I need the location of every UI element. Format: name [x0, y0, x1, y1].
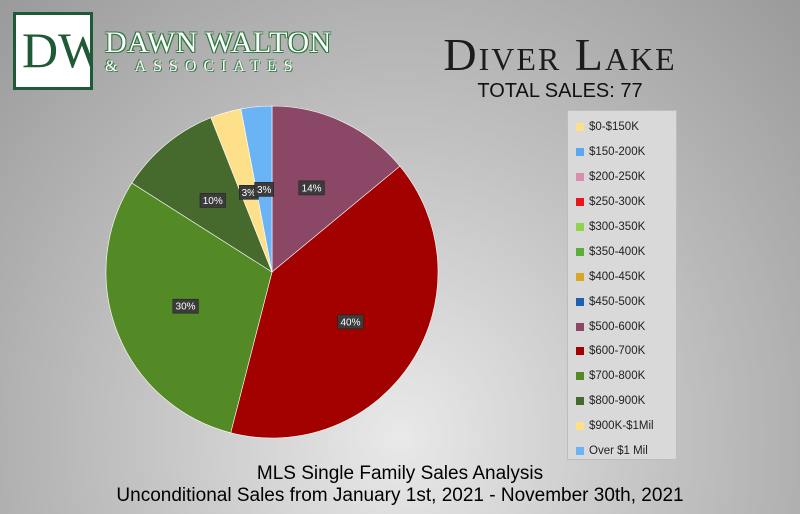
pie-data-label: 30% — [172, 298, 199, 314]
legend-item: $200-250K — [568, 165, 676, 190]
legend-label: $400-450K — [589, 270, 646, 283]
legend-item: $400-450K — [568, 264, 676, 289]
legend-label: $300-350K — [589, 221, 646, 233]
legend-label: $250-300K — [589, 196, 646, 209]
svg-text:3%: 3% — [257, 185, 272, 196]
svg-text:40%: 40% — [340, 317, 360, 328]
legend-item: $800-900K — [568, 389, 676, 414]
svg-text:14%: 14% — [302, 183, 322, 194]
brand-wordmark: DAWN WALTON & ASSOCIATES — [105, 26, 332, 76]
legend-swatch — [576, 347, 584, 356]
svg-text:3%: 3% — [242, 188, 257, 199]
pie-data-label: 3% — [254, 182, 274, 197]
legend-item: $900K-$1Mil — [568, 414, 676, 439]
legend-item: $600-700K — [568, 339, 676, 364]
legend-swatch — [576, 247, 584, 256]
legend-swatch — [576, 422, 584, 431]
legend-item: $150-200K — [568, 140, 676, 165]
legend-swatch — [576, 223, 584, 231]
legend-label: $200-250K — [589, 171, 646, 184]
legend-item: $450-500K — [568, 289, 676, 314]
legend-item: $0-$150K — [568, 115, 676, 140]
logo-mark: DW — [13, 12, 106, 90]
svg-text:30%: 30% — [176, 302, 196, 313]
total-sales: TOTAL SALES: 77 — [477, 80, 643, 102]
legend-swatch — [576, 447, 584, 456]
pie-data-label: 10% — [199, 193, 226, 208]
pie-chart: 14% 40% 30% 10% 3% 3% — [105, 105, 439, 439]
legend-item: $250-300K — [568, 190, 676, 215]
legend-swatch — [576, 272, 584, 281]
legend-swatch — [576, 322, 584, 331]
legend-label: $900K-$1Mil — [589, 420, 654, 433]
legend-label: $350-400K — [589, 245, 646, 258]
legend-swatch — [576, 198, 584, 207]
legend-label: $150-200K — [589, 146, 646, 159]
legend-item: $700-800K — [568, 364, 676, 389]
pie-data-label: 3% — [239, 184, 259, 200]
pie-data-label: 14% — [298, 180, 325, 196]
legend-swatch — [576, 372, 584, 381]
legend-item: Over $1 Mil — [568, 439, 676, 464]
legend-swatch — [576, 148, 584, 157]
svg-text:10%: 10% — [203, 196, 223, 207]
legend-item: $350-400K — [568, 239, 676, 264]
legend-swatch — [576, 173, 584, 182]
footer-line-2: Unconditional Sales from January 1st, 20… — [116, 485, 684, 506]
pie-slice — [230, 165, 439, 439]
legend-label: Over $1 Mil — [589, 445, 648, 458]
chart-legend: $0-$150K $150-200K $200-250K $250-300K $300-… — [567, 110, 677, 460]
brand-subtitle: & ASSOCIATES — [105, 58, 300, 75]
legend-swatch — [576, 123, 584, 132]
pie-data-label: 40% — [337, 314, 364, 330]
legend-swatch — [576, 397, 584, 406]
legend-item: $500-600K — [568, 314, 676, 339]
legend-label: $700-800K — [589, 370, 646, 383]
legend-label: $500-600K — [589, 320, 646, 333]
legend-label: $0-$150K — [589, 121, 639, 134]
brand-name: DAWN WALTON — [105, 26, 332, 59]
legend-label: $800-900K — [589, 395, 646, 408]
legend-label: $600-700K — [589, 345, 646, 358]
pie-slice — [271, 105, 401, 273]
footer-line-1: MLS Single Family Sales Analysis — [256, 463, 544, 484]
legend-item: $300-350K — [568, 215, 676, 240]
legend-swatch — [576, 297, 584, 306]
legend-label: $450-500K — [589, 295, 646, 308]
chart-title: Diver Lake — [443, 29, 677, 80]
